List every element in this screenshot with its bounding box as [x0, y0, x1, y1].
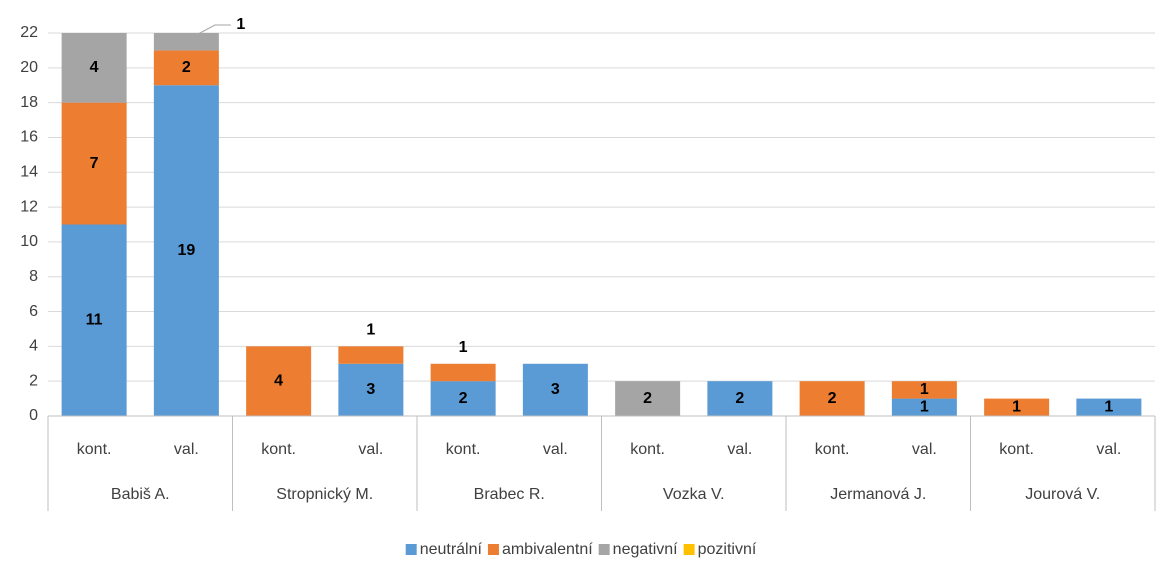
y-tick-label: 22: [20, 24, 38, 41]
data-label: 1: [1104, 399, 1113, 416]
bar-segment: [891, 381, 957, 399]
y-tick-label: 12: [20, 198, 38, 215]
group-label: Jourová V.: [1025, 486, 1100, 503]
data-label: 1: [920, 381, 929, 398]
bar-segment: [338, 346, 404, 364]
bar-segment: [1076, 398, 1142, 416]
data-label: 1: [366, 322, 375, 339]
x-tick-label: val.: [1096, 441, 1121, 458]
x-tick-label: val.: [912, 441, 937, 458]
data-label: 1: [1012, 399, 1021, 416]
data-label: 2: [643, 390, 652, 407]
x-tick-label: kont.: [77, 441, 112, 458]
bar-segment: [707, 381, 773, 416]
x-tick-label: kont.: [999, 441, 1034, 458]
y-tick-label: 20: [20, 59, 38, 76]
bar-segment: [246, 346, 312, 416]
data-label: 4: [90, 59, 99, 76]
legend-label: pozitivní: [698, 541, 757, 558]
data-label: 3: [551, 381, 560, 398]
data-label: 1: [920, 399, 929, 416]
x-tick-label: val.: [727, 441, 752, 458]
data-label: 7: [90, 155, 99, 172]
leader-line: [194, 24, 231, 37]
bar-segment: [984, 398, 1050, 416]
data-label: 2: [735, 390, 744, 407]
bar-segment: [153, 85, 219, 417]
legend-swatch: [487, 544, 499, 555]
group-label: Vozka V.: [663, 486, 725, 503]
data-label: 11: [86, 311, 103, 328]
data-label: 3: [366, 381, 375, 398]
bar-segment: [799, 381, 865, 416]
bar-segment: [61, 102, 127, 225]
x-tick-label: val.: [543, 441, 568, 458]
bar-segment: [153, 50, 219, 86]
data-label: 1: [459, 339, 468, 356]
bar-segment: [615, 381, 681, 416]
legend-label: ambivalentní: [502, 541, 593, 558]
legend-swatch: [405, 544, 417, 555]
y-tick-label: 18: [20, 94, 38, 111]
bar-segment: [338, 363, 404, 416]
group-label: Jermanová J.: [830, 486, 926, 503]
data-label: 4: [274, 372, 283, 389]
legend-swatch: [683, 544, 695, 555]
bar-segment: [891, 398, 957, 416]
data-label: 19: [177, 242, 195, 259]
legend-label: negativní: [613, 541, 678, 558]
x-tick-label: kont.: [630, 441, 665, 458]
x-tick-label: kont.: [815, 441, 850, 458]
y-tick-label: 16: [20, 129, 38, 146]
bar-segment: [430, 363, 496, 382]
data-label: 2: [182, 59, 191, 76]
legend-swatch: [598, 544, 610, 555]
bar-segment: [61, 33, 127, 103]
y-tick-label: 0: [29, 407, 38, 424]
data-label: 1: [236, 16, 245, 33]
bar-segment: [153, 33, 219, 51]
bar-segment: [522, 363, 588, 416]
x-tick-label: val.: [174, 441, 199, 458]
data-label: 2: [459, 390, 468, 407]
bar-segment: [61, 224, 127, 416]
y-tick-label: 14: [20, 163, 38, 180]
bar-segment: [430, 381, 496, 416]
x-tick-label: val.: [358, 441, 383, 458]
group-label: Stropnický M.: [276, 486, 373, 503]
y-tick-label: 10: [20, 233, 38, 250]
y-tick-label: 2: [29, 372, 38, 389]
data-label: 2: [828, 390, 837, 407]
x-tick-label: kont.: [446, 441, 481, 458]
y-tick-label: 6: [29, 303, 38, 320]
group-label: Babiš A.: [111, 486, 170, 503]
y-tick-label: 4: [29, 338, 38, 355]
group-label: Brabec R.: [474, 486, 545, 503]
legend-label: neutrální: [420, 541, 483, 558]
x-tick-label: kont.: [261, 441, 296, 458]
y-tick-label: 8: [29, 268, 38, 285]
